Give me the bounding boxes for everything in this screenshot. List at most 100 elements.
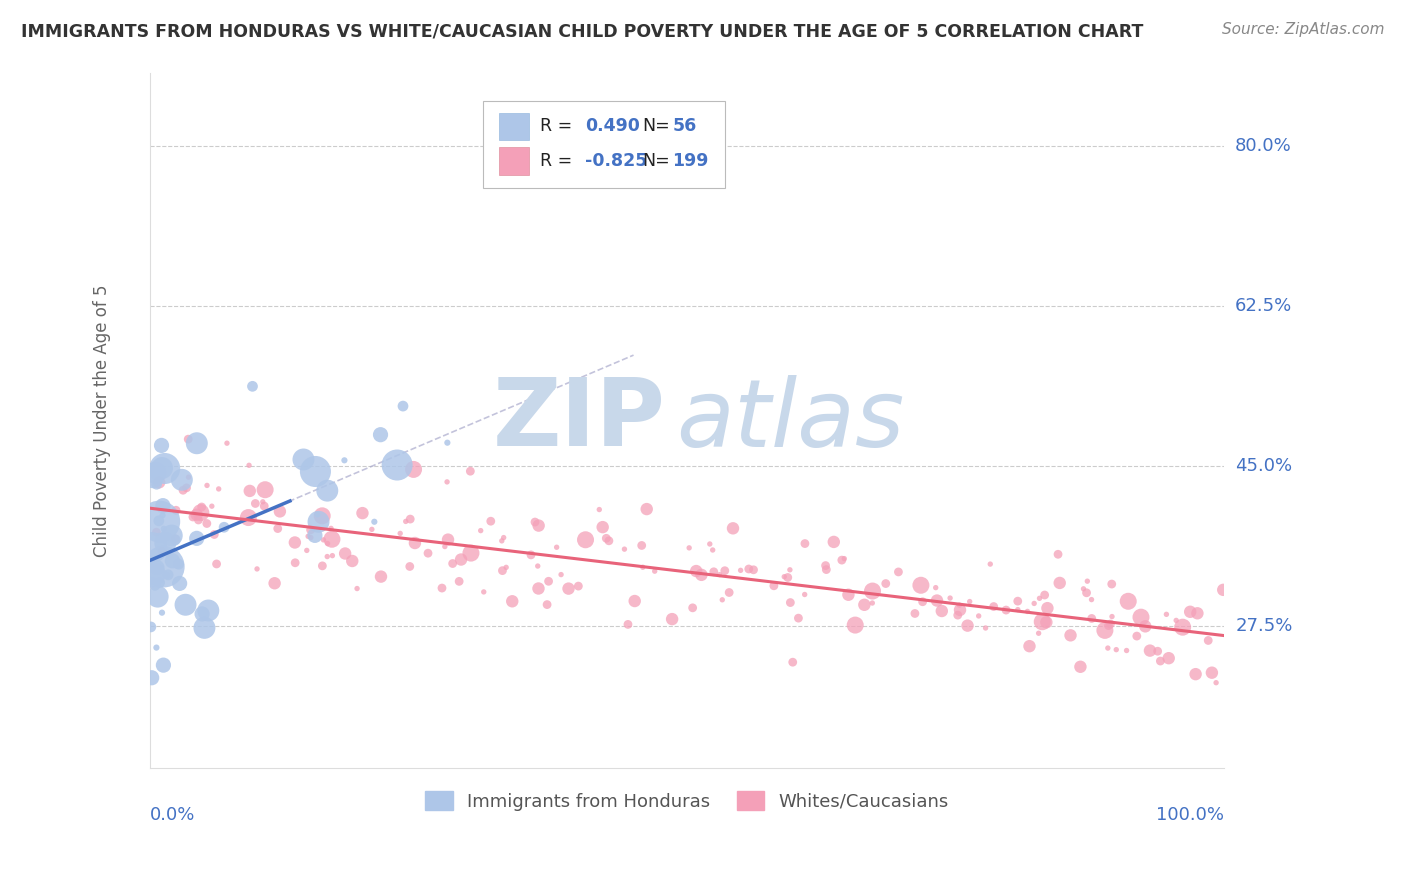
Point bbox=[150, 606, 173, 620]
Point bbox=[730, 563, 752, 577]
Point bbox=[311, 558, 333, 573]
Point bbox=[304, 528, 326, 542]
Point bbox=[831, 553, 853, 567]
Point bbox=[682, 600, 704, 615]
Point bbox=[141, 671, 163, 685]
Legend: Immigrants from Honduras, Whites/Caucasians: Immigrants from Honduras, Whites/Caucasi… bbox=[418, 784, 956, 818]
Point bbox=[450, 552, 472, 566]
Point bbox=[186, 436, 208, 450]
Point bbox=[956, 618, 979, 632]
Point bbox=[360, 522, 382, 536]
Point bbox=[254, 483, 277, 497]
Point bbox=[187, 513, 209, 527]
Point bbox=[1166, 614, 1188, 628]
Point bbox=[925, 581, 948, 595]
Point bbox=[1018, 639, 1040, 653]
Point bbox=[925, 593, 948, 607]
Point bbox=[152, 508, 174, 523]
Point bbox=[299, 531, 322, 545]
Point bbox=[392, 399, 415, 413]
Point bbox=[946, 608, 969, 623]
Point bbox=[433, 540, 456, 554]
Point bbox=[292, 452, 315, 467]
Point bbox=[1036, 601, 1059, 615]
Point bbox=[416, 546, 439, 560]
Text: Child Poverty Under the Age of 5: Child Poverty Under the Age of 5 bbox=[93, 284, 111, 557]
Point bbox=[242, 379, 264, 393]
Point bbox=[398, 559, 420, 574]
Point bbox=[1171, 620, 1194, 634]
Point bbox=[1149, 654, 1171, 668]
Point bbox=[1205, 675, 1227, 690]
Point bbox=[308, 515, 330, 529]
Point bbox=[238, 458, 260, 473]
Point bbox=[370, 427, 392, 442]
Point bbox=[142, 470, 165, 484]
Point bbox=[162, 554, 184, 568]
Point bbox=[1101, 609, 1123, 624]
Point bbox=[762, 579, 785, 593]
Point bbox=[644, 564, 666, 578]
Point bbox=[370, 569, 392, 583]
Point bbox=[169, 576, 191, 591]
Point bbox=[152, 499, 174, 513]
Point bbox=[636, 502, 658, 516]
Text: N=: N= bbox=[643, 118, 669, 136]
Point bbox=[333, 453, 356, 467]
Point bbox=[844, 618, 866, 632]
Point bbox=[284, 556, 307, 570]
Point bbox=[773, 570, 796, 584]
Point bbox=[815, 563, 838, 577]
Point bbox=[479, 514, 502, 528]
Point bbox=[166, 558, 188, 573]
Point bbox=[959, 594, 981, 608]
Point bbox=[148, 515, 170, 529]
Point bbox=[143, 578, 166, 592]
Point bbox=[145, 477, 167, 491]
Point bbox=[165, 533, 187, 547]
Point bbox=[501, 594, 523, 608]
Point bbox=[174, 598, 197, 612]
Point bbox=[269, 504, 291, 518]
Point bbox=[150, 544, 173, 558]
Point bbox=[598, 533, 620, 548]
FancyBboxPatch shape bbox=[499, 112, 530, 140]
Point bbox=[536, 598, 558, 612]
Point bbox=[470, 524, 492, 538]
Point bbox=[146, 560, 169, 574]
Point bbox=[170, 473, 193, 487]
Point bbox=[402, 462, 425, 476]
Point bbox=[141, 575, 163, 590]
Point bbox=[1033, 588, 1056, 602]
Text: 56: 56 bbox=[672, 118, 696, 136]
Point bbox=[1076, 586, 1098, 600]
Point bbox=[177, 470, 200, 484]
Point bbox=[1080, 611, 1102, 625]
Point bbox=[1115, 643, 1137, 657]
Point bbox=[546, 541, 568, 555]
Point bbox=[202, 527, 225, 541]
Point bbox=[143, 567, 166, 582]
Point bbox=[145, 466, 167, 480]
Point bbox=[146, 590, 169, 604]
Point bbox=[721, 521, 744, 535]
Point bbox=[995, 603, 1018, 617]
Text: R =: R = bbox=[540, 118, 578, 136]
Point bbox=[837, 588, 859, 602]
Point bbox=[557, 582, 579, 596]
Point bbox=[385, 458, 408, 472]
Point bbox=[321, 549, 343, 563]
Point bbox=[346, 582, 368, 596]
Point bbox=[520, 548, 543, 562]
Point bbox=[793, 587, 815, 601]
Point bbox=[449, 574, 471, 589]
Point bbox=[205, 557, 228, 571]
Point bbox=[588, 502, 610, 516]
Point bbox=[172, 483, 194, 498]
Point bbox=[460, 464, 482, 478]
Point bbox=[441, 557, 464, 571]
Point bbox=[491, 533, 513, 548]
Point bbox=[631, 560, 654, 574]
Text: 0.490: 0.490 bbox=[585, 118, 640, 136]
Point bbox=[678, 541, 700, 555]
